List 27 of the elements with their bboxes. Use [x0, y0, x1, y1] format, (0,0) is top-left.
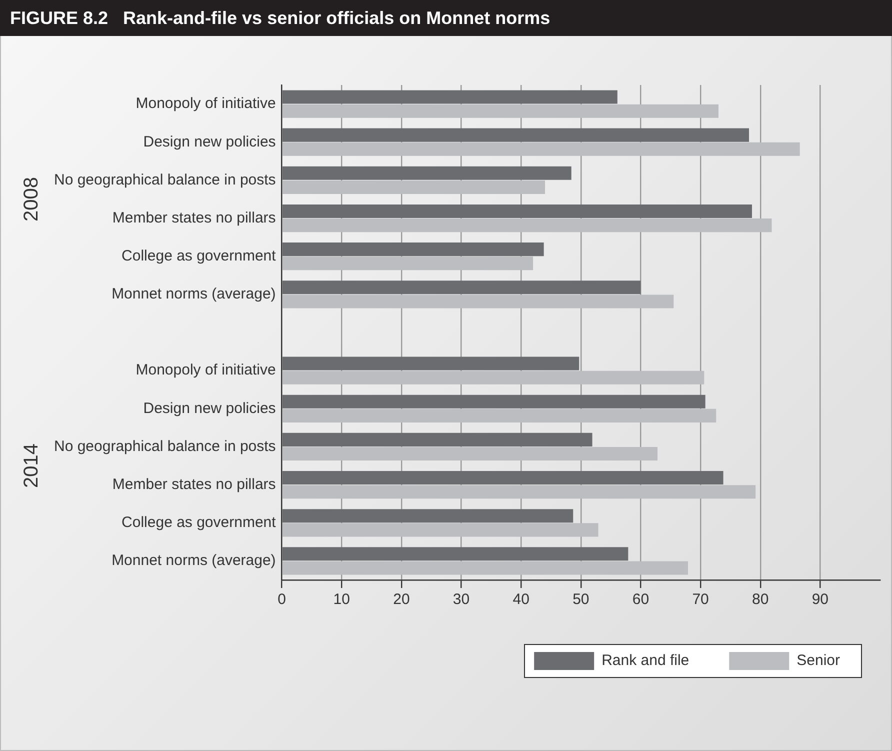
x-tick-label: 20: [393, 591, 410, 608]
y-tick-label: Member states no pillars: [112, 209, 276, 226]
x-tick-label: 40: [512, 591, 530, 608]
y-tick-label: No geographical balance in posts: [54, 438, 276, 455]
y-tick-label: College as government: [122, 247, 277, 264]
y-tick-label: No geographical balance in posts: [54, 171, 276, 188]
text: 2008: [20, 176, 43, 222]
x-tick-label: 50: [572, 591, 590, 608]
x-tick-label: 0: [278, 591, 286, 608]
y-tick-label: Monopoly of initiative: [136, 95, 276, 112]
legend-label: Senior: [796, 652, 840, 670]
y-tick-label: Member states no pillars: [112, 476, 276, 493]
x-tick-label: 70: [692, 591, 709, 608]
y-tick-label: Design new policies: [143, 400, 276, 417]
x-tick-label: 90: [812, 591, 829, 608]
x-tick-label: 60: [632, 591, 650, 608]
legend-label: Rank and file: [602, 652, 690, 670]
y-tick-label: College as government: [122, 514, 277, 532]
text: 2014: [20, 444, 43, 488]
x-tick-label: 30: [452, 591, 470, 608]
y-tick-label: Monopoly of initiative: [136, 362, 276, 379]
x-tick-label: 10: [333, 591, 350, 608]
x-tick-label: 80: [752, 591, 769, 608]
y-tick-label: Monnet norms (average): [112, 286, 276, 303]
chart-title: FIGURE 8.2 Rank-and-file vs senior officials on Monnet norms: [0, 0, 892, 36]
y-tick-label: Design new policies: [143, 133, 276, 150]
y-tick-label: Monnet norms (average): [112, 552, 276, 570]
